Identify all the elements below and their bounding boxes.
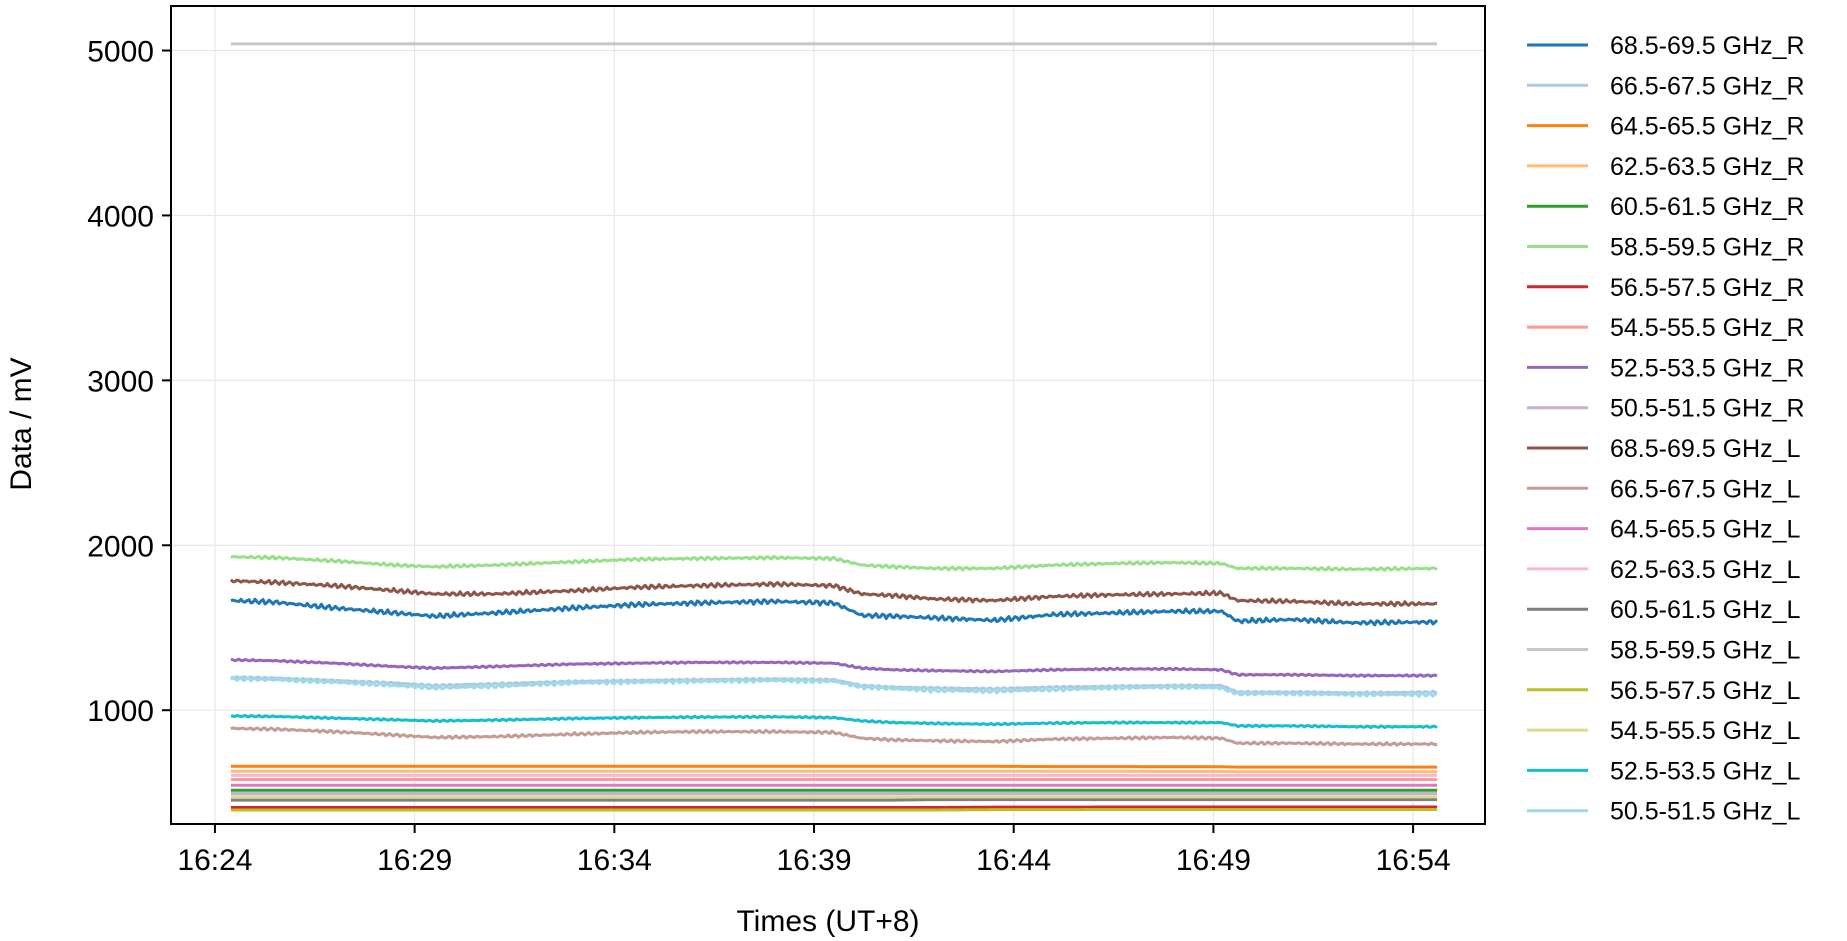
series-line-0 <box>230 597 1439 627</box>
legend-label: 50.5-51.5 GHz_R <box>1610 395 1805 423</box>
legend-label: 58.5-59.5 GHz_R <box>1610 234 1805 262</box>
legend-label: 66.5-67.5 GHz_R <box>1610 72 1805 100</box>
legend-label: 68.5-69.5 GHz_R <box>1610 32 1805 60</box>
series-line-2 <box>230 764 1438 769</box>
legend-label: 54.5-55.5 GHz_L <box>1610 717 1800 745</box>
series-line-19 <box>229 675 1438 698</box>
legend-label: 56.5-57.5 GHz_R <box>1610 274 1805 302</box>
series-line-18 <box>230 713 1438 730</box>
x-axis-ticks: 16:24 16:29 16:34 16:39 16:44 16:49 16:54 <box>177 824 1451 877</box>
legend-label: 60.5-61.5 GHz_R <box>1610 193 1805 221</box>
legend-label: 56.5-57.5 GHz_L <box>1610 677 1800 705</box>
y-axis-ticks: 1000 2000 3000 4000 5000 <box>87 36 171 728</box>
y-tick-label: 2000 <box>87 530 154 563</box>
series-lines <box>229 42 1439 812</box>
plot-area-frame <box>170 5 1486 825</box>
legend-label: 62.5-63.5 GHz_R <box>1610 153 1805 181</box>
series-line-6 <box>230 805 1438 810</box>
x-tick-label: 16:39 <box>776 844 851 877</box>
grid-lines <box>171 6 1485 824</box>
series-line-8 <box>230 657 1438 678</box>
legend-label: 68.5-69.5 GHz_L <box>1610 435 1800 463</box>
legend-label: 52.5-53.5 GHz_R <box>1610 354 1805 382</box>
y-tick-label: 4000 <box>87 200 154 233</box>
legend-label: 50.5-51.5 GHz_L <box>1610 798 1800 826</box>
legend-label: 64.5-65.5 GHz_L <box>1610 516 1800 544</box>
x-tick-label: 16:44 <box>976 844 1051 877</box>
y-axis-title: Data / mV <box>5 357 38 490</box>
legend-label: 66.5-67.5 GHz_L <box>1610 475 1800 503</box>
x-tick-label: 16:29 <box>377 844 452 877</box>
legend-label: 64.5-65.5 GHz_R <box>1610 113 1805 141</box>
x-tick-label: 16:49 <box>1176 844 1251 877</box>
y-tick-label: 5000 <box>87 36 154 69</box>
legend-label: 58.5-59.5 GHz_L <box>1610 637 1800 665</box>
series-line-5 <box>230 554 1438 572</box>
legend: 68.5-69.5 GHz_R 66.5-67.5 GHz_R 64.5-65.5 … <box>1527 32 1805 826</box>
series-line-10 <box>229 578 1438 608</box>
legend-label: 62.5-63.5 GHz_L <box>1610 556 1800 584</box>
x-tick-label: 16:24 <box>177 844 252 877</box>
legend-label: 60.5-61.5 GHz_L <box>1610 596 1800 624</box>
series-line-14 <box>230 798 1438 802</box>
x-tick-label: 16:54 <box>1376 844 1451 877</box>
series-line-11 <box>230 726 1438 747</box>
y-tick-label: 1000 <box>87 695 154 728</box>
x-tick-label: 16:34 <box>577 844 652 877</box>
legend-label: 54.5-55.5 GHz_R <box>1610 314 1805 342</box>
y-tick-label: 3000 <box>87 365 154 398</box>
x-axis-title: Times (UT+8) <box>736 905 919 938</box>
legend-label: 52.5-53.5 GHz_L <box>1610 757 1800 785</box>
